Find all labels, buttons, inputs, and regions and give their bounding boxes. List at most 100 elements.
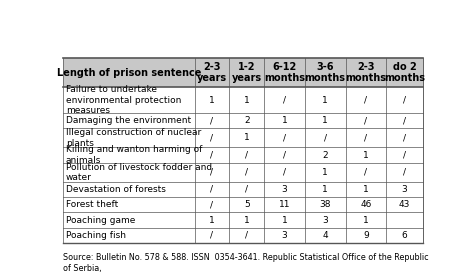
Text: 1-2
years: 1-2 years <box>232 62 262 83</box>
Text: 3: 3 <box>282 185 287 194</box>
Text: 11: 11 <box>279 200 290 209</box>
Text: 3: 3 <box>401 185 408 194</box>
Bar <box>194 197 229 212</box>
Text: 1: 1 <box>282 216 287 225</box>
Bar <box>194 147 229 163</box>
Text: /: / <box>403 96 406 105</box>
Bar <box>386 228 423 243</box>
Text: 5: 5 <box>244 200 250 209</box>
Text: 2-3
months: 2-3 months <box>346 62 386 83</box>
Text: Killing and wanton harming of
animals: Killing and wanton harming of animals <box>66 146 202 165</box>
Text: 46: 46 <box>360 200 372 209</box>
Bar <box>229 163 264 182</box>
Bar <box>229 128 264 147</box>
Text: 9: 9 <box>363 231 369 240</box>
Text: 1: 1 <box>244 133 250 143</box>
Text: 1: 1 <box>322 116 328 125</box>
Bar <box>229 147 264 163</box>
Bar <box>229 87 264 113</box>
Text: Illegal construction of nuclear
plants: Illegal construction of nuclear plants <box>66 128 201 148</box>
Bar <box>229 212 264 228</box>
Text: /: / <box>365 133 367 143</box>
Bar <box>194 58 229 87</box>
Bar <box>229 58 264 87</box>
Text: /: / <box>403 133 406 143</box>
Text: Devastation of forests: Devastation of forests <box>66 185 166 194</box>
Bar <box>346 113 386 128</box>
Bar <box>63 212 194 228</box>
Bar <box>346 197 386 212</box>
Text: 1: 1 <box>244 96 250 105</box>
Text: Source: Bulletin No. 578 & 588. ISSN  0354-3641. Republic Statistical Office of : Source: Bulletin No. 578 & 588. ISSN 035… <box>63 253 428 273</box>
Text: 1: 1 <box>322 168 328 177</box>
Text: /: / <box>283 133 286 143</box>
Bar <box>194 87 229 113</box>
Text: /: / <box>210 168 213 177</box>
Text: 6: 6 <box>401 231 408 240</box>
Bar <box>63 147 194 163</box>
Bar <box>63 128 194 147</box>
Bar <box>63 113 194 128</box>
Text: Poaching game: Poaching game <box>66 216 135 225</box>
Bar <box>386 163 423 182</box>
Bar <box>346 212 386 228</box>
Text: /: / <box>246 185 248 194</box>
Bar <box>346 182 386 197</box>
Text: 1: 1 <box>209 216 215 225</box>
Bar <box>305 163 346 182</box>
Bar <box>194 128 229 147</box>
Text: 1: 1 <box>282 116 287 125</box>
Text: 1: 1 <box>322 96 328 105</box>
Bar <box>386 212 423 228</box>
Bar <box>63 228 194 243</box>
Text: 2: 2 <box>322 151 328 160</box>
Bar <box>305 147 346 163</box>
Text: /: / <box>246 231 248 240</box>
Bar <box>229 113 264 128</box>
Bar <box>194 113 229 128</box>
Text: /: / <box>210 116 213 125</box>
Bar <box>264 182 305 197</box>
Bar <box>305 128 346 147</box>
Text: 1: 1 <box>244 216 250 225</box>
Text: /: / <box>403 168 406 177</box>
Text: /: / <box>210 133 213 143</box>
Text: /: / <box>283 168 286 177</box>
Text: 1: 1 <box>322 185 328 194</box>
Text: /: / <box>210 185 213 194</box>
Bar <box>305 197 346 212</box>
Text: 1: 1 <box>363 151 369 160</box>
Bar <box>264 113 305 128</box>
Bar <box>305 113 346 128</box>
Text: do 2
months: do 2 months <box>384 62 425 83</box>
Text: /: / <box>246 151 248 160</box>
Bar <box>305 182 346 197</box>
Bar <box>264 212 305 228</box>
Bar <box>264 128 305 147</box>
Bar <box>194 228 229 243</box>
Bar <box>305 228 346 243</box>
Bar <box>264 197 305 212</box>
Text: Length of prison sentence: Length of prison sentence <box>56 68 201 78</box>
Bar <box>194 212 229 228</box>
Text: /: / <box>403 151 406 160</box>
Bar <box>346 147 386 163</box>
Text: /: / <box>365 168 367 177</box>
Bar <box>264 147 305 163</box>
Bar <box>386 182 423 197</box>
Bar <box>229 228 264 243</box>
Text: Forest theft: Forest theft <box>66 200 118 209</box>
Bar <box>386 147 423 163</box>
Text: 2: 2 <box>244 116 250 125</box>
Bar <box>63 163 194 182</box>
Text: 1: 1 <box>363 185 369 194</box>
Text: Damaging the environment: Damaging the environment <box>66 116 191 125</box>
Bar <box>305 212 346 228</box>
Text: /: / <box>246 168 248 177</box>
Text: 2-3
years: 2-3 years <box>197 62 227 83</box>
Text: /: / <box>210 200 213 209</box>
Bar <box>386 197 423 212</box>
Bar <box>264 228 305 243</box>
Bar <box>264 163 305 182</box>
Text: 4: 4 <box>322 231 328 240</box>
